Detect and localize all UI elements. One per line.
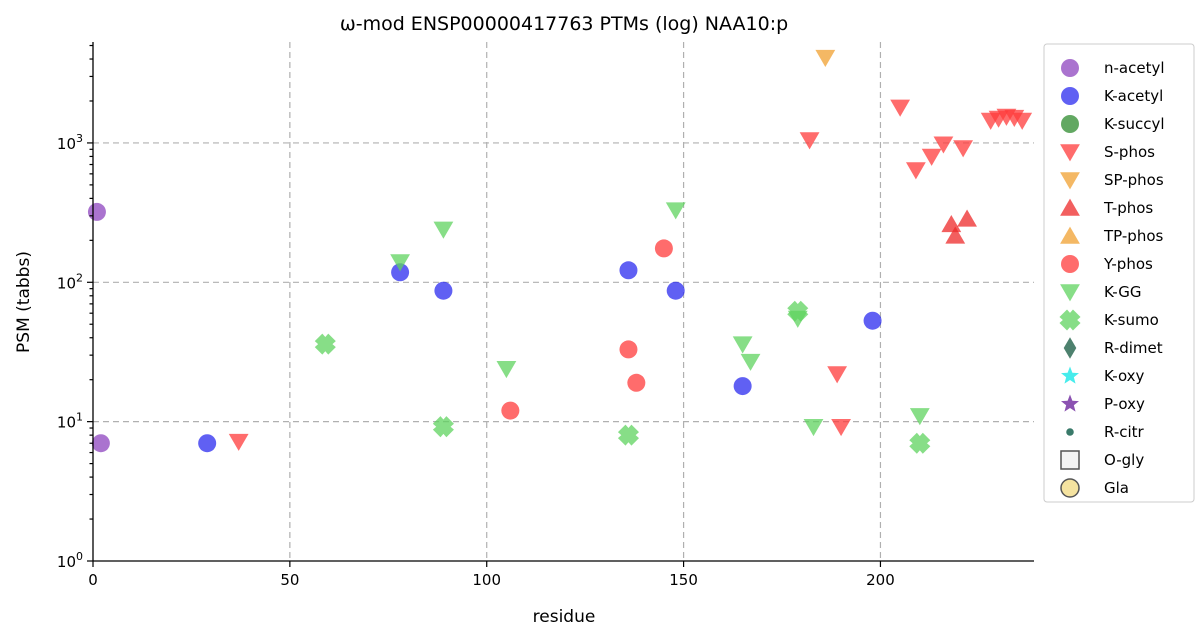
point-y-phos xyxy=(654,239,673,258)
point-s-phos xyxy=(905,162,926,180)
legend-n-acetyl-label: n-acetyl xyxy=(1104,59,1165,77)
point-k-sumo xyxy=(314,333,336,355)
point-y-phos xyxy=(619,340,638,359)
legend-tp-phos-marker xyxy=(1060,226,1080,244)
y-tick-label: 101 xyxy=(57,411,83,432)
legend-k-succyl-marker xyxy=(1061,115,1079,133)
legend-n-acetyl-marker xyxy=(1061,59,1079,77)
legend-gla-label: Gla xyxy=(1104,479,1129,497)
legend-k-acetyl-marker xyxy=(1061,87,1079,105)
point-k-sumo xyxy=(432,416,454,438)
x-tick-label: 100 xyxy=(472,571,501,589)
point-k-acetyl xyxy=(391,263,410,282)
chart-title: ω-mod ENSP00000417763 PTMs (log) NAA10:p xyxy=(340,13,788,35)
legend-t-phos-marker xyxy=(1060,198,1080,216)
x-tick-label: 200 xyxy=(866,571,895,589)
legend-frame xyxy=(1043,43,1195,503)
legend-o-gly-marker xyxy=(1060,450,1080,470)
point-y-phos xyxy=(501,401,520,420)
point-s-phos xyxy=(933,136,954,154)
point-k-acetyl xyxy=(198,434,217,453)
point-n-acetyl xyxy=(91,434,110,453)
point-k-acetyl xyxy=(666,281,685,300)
point-n-acetyl xyxy=(87,202,106,221)
point-k-gg xyxy=(665,202,686,220)
point-t-phos xyxy=(945,226,966,244)
legend-r-citr-marker xyxy=(1066,428,1074,436)
legend-k-succyl-label: K-succyl xyxy=(1104,115,1165,133)
point-k-acetyl xyxy=(434,281,453,300)
point-k-gg xyxy=(740,353,761,371)
legend-p-oxy-label: P-oxy xyxy=(1104,395,1145,413)
legend-tp-phos-label: TP-phos xyxy=(1103,227,1163,245)
legend-s-phos-label: S-phos xyxy=(1104,143,1155,161)
point-k-gg xyxy=(390,254,411,272)
legend-k-gg-label: K-GG xyxy=(1104,283,1141,301)
legend-s-phos-marker xyxy=(1060,144,1080,162)
point-k-gg xyxy=(433,221,454,239)
x-axis-label: residue xyxy=(533,607,596,627)
legend-y-phos-label: Y-phos xyxy=(1103,255,1153,273)
y-tick-label: 100 xyxy=(57,550,83,571)
point-k-sumo xyxy=(909,432,931,454)
point-y-phos xyxy=(627,373,646,392)
legend-k-sumo-label: K-sumo xyxy=(1104,311,1159,329)
point-k-sumo xyxy=(787,300,809,322)
point-s-phos xyxy=(1012,112,1033,130)
point-k-sumo xyxy=(617,424,639,446)
x-tick-label: 150 xyxy=(669,571,698,589)
point-k-gg xyxy=(496,360,517,379)
point-sp-phos xyxy=(815,49,836,67)
point-k-acetyl xyxy=(863,311,882,330)
legend-r-dimet-label: R-dimet xyxy=(1104,339,1163,357)
legend-k-oxy-marker xyxy=(1061,366,1079,384)
grid-lines xyxy=(93,42,1034,561)
point-t-phos xyxy=(957,209,977,227)
legend-p-oxy-marker xyxy=(1061,394,1079,412)
point-k-gg xyxy=(803,418,824,437)
point-k-gg xyxy=(732,336,753,354)
legend-sp-phos-marker xyxy=(1060,172,1080,190)
data-points xyxy=(87,49,1033,454)
point-s-phos xyxy=(890,99,911,117)
legend-r-dimet-marker xyxy=(1063,337,1077,359)
y-axis-label: PSM (tabbs) xyxy=(14,251,34,353)
legend-k-acetyl-label: K-acetyl xyxy=(1104,87,1163,105)
point-t-phos xyxy=(941,215,962,233)
axes: 0 50 100 150 200 100 101 102 103 xyxy=(57,42,1034,589)
legend-sp-phos-label: SP-phos xyxy=(1104,171,1164,189)
legend: n-acetyl K-acetyl K-succyl S-phos SP-phos T-p… xyxy=(1043,43,1195,503)
legend-k-oxy-label: K-oxy xyxy=(1104,367,1145,385)
point-s-phos xyxy=(799,132,820,150)
point-s-phos xyxy=(228,433,249,451)
point-k-gg xyxy=(909,408,930,426)
point-k-acetyl xyxy=(619,261,638,280)
y-tick-label: 102 xyxy=(57,271,83,292)
legend-y-phos-marker xyxy=(1061,255,1079,273)
x-tick-label: 50 xyxy=(280,571,299,589)
point-s-phos xyxy=(827,366,848,384)
y-tick-label: 103 xyxy=(57,132,83,153)
legend-k-gg-marker xyxy=(1060,284,1080,302)
point-k-acetyl xyxy=(733,377,752,396)
legend-o-gly-label: O-gly xyxy=(1104,451,1144,469)
point-s-phos xyxy=(953,140,974,158)
legend-r-citr-label: R-citr xyxy=(1104,423,1145,441)
legend-k-sumo-marker xyxy=(1059,309,1081,331)
legend-gla-marker xyxy=(1060,478,1080,498)
point-s-phos xyxy=(831,418,851,437)
x-tick-label: 0 xyxy=(88,571,98,589)
legend-t-phos-label: T-phos xyxy=(1103,199,1153,217)
point-s-phos xyxy=(921,148,942,166)
